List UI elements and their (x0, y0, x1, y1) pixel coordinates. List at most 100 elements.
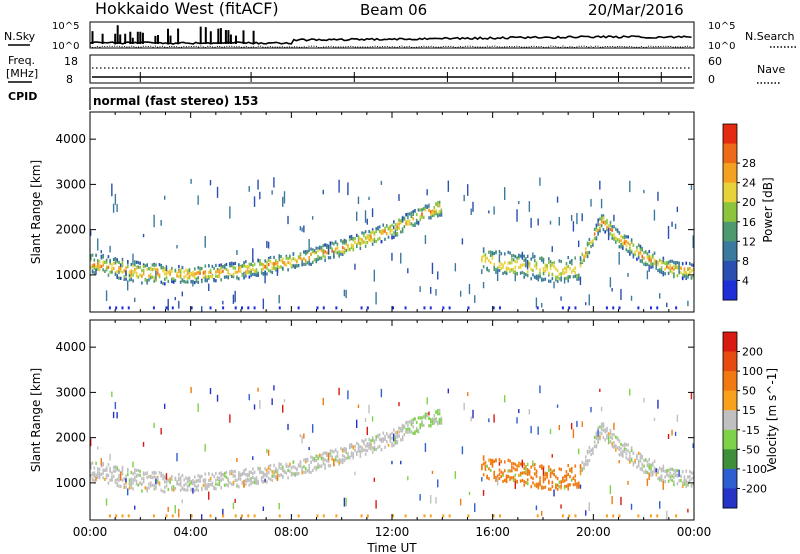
power-cell (141, 274, 143, 278)
power-cell (276, 265, 279, 269)
y-tick-label: 3000 (55, 177, 86, 191)
power-cell (311, 250, 314, 254)
velocity-cell (438, 417, 441, 421)
velocity-cell (303, 470, 305, 474)
velocity-cell (576, 420, 578, 428)
power-cell (498, 306, 501, 310)
power-cell (556, 275, 559, 279)
velocity-cell (357, 404, 360, 409)
power-cell (308, 256, 311, 261)
power-cell (560, 259, 562, 264)
power-cell (378, 236, 381, 240)
power-cell (437, 204, 439, 208)
velocity-cell (162, 489, 164, 494)
velocity-cell (341, 449, 344, 453)
power-cell (391, 228, 393, 232)
power-cell (623, 234, 626, 238)
power-cell (535, 274, 538, 278)
power-cell (442, 306, 445, 310)
velocity-cell (308, 467, 311, 471)
power-cell (197, 280, 200, 284)
power-cell (540, 258, 543, 262)
power-cell (426, 189, 428, 196)
velocity-cell (259, 399, 261, 409)
velocity-cell (629, 388, 631, 396)
velocity-cell (229, 472, 231, 476)
power-cell (160, 280, 163, 284)
velocity-cell (655, 468, 657, 473)
velocity-cell (331, 457, 333, 461)
velocity-cell (572, 429, 575, 439)
velocity-cell (518, 464, 520, 468)
velocity-cell (348, 446, 351, 450)
power-cell (285, 263, 288, 267)
power-cell (236, 270, 238, 274)
velocity-cell (639, 453, 642, 457)
power-cell (400, 221, 402, 225)
power-cell (119, 276, 122, 280)
power-cell (354, 236, 356, 241)
velocity-cell (232, 483, 235, 487)
power-cell (209, 306, 212, 310)
power-cell (209, 275, 212, 279)
velocity-cell (98, 476, 101, 480)
power-cell (333, 242, 335, 246)
power-cell (651, 265, 654, 269)
power-cell (618, 238, 621, 242)
colorbar-segment (723, 182, 737, 203)
power-cell (234, 261, 237, 266)
velocity-cell (502, 479, 504, 484)
power-cell (345, 241, 348, 245)
velocity-cell (429, 514, 432, 518)
velocity-cell (243, 472, 245, 476)
power-cell (605, 306, 608, 310)
velocity-cell (111, 478, 113, 482)
power-cell (190, 273, 193, 277)
power-cell (656, 306, 659, 310)
velocity-cell (348, 443, 351, 447)
power-cell (271, 270, 274, 275)
power-cell (671, 270, 673, 275)
velocity-cell (304, 460, 307, 464)
power-cell (188, 274, 191, 279)
power-cell (190, 306, 193, 310)
power-cell (209, 268, 212, 272)
velocity-cell (102, 463, 104, 467)
velocity-cell (326, 459, 328, 463)
velocity-cell (569, 475, 571, 479)
velocity-cell (511, 469, 513, 473)
velocity-cell (650, 473, 652, 477)
velocity-cell (155, 478, 157, 485)
power-cell (248, 186, 250, 192)
velocity-cell (595, 436, 598, 441)
power-cell (282, 257, 284, 261)
velocity-cell (410, 419, 413, 423)
power-cell (648, 257, 651, 261)
velocity-cell (248, 478, 251, 482)
power-cell (687, 272, 689, 276)
power-cell (530, 277, 533, 281)
power-cell (132, 253, 134, 265)
velocity-cell (664, 480, 666, 484)
power-cell (280, 254, 282, 259)
power-cell (347, 182, 349, 196)
colorbar-segment (723, 468, 737, 489)
power-cell (193, 281, 196, 285)
velocity-cell (352, 456, 355, 460)
velocity-cell (565, 484, 568, 488)
power-cell (681, 276, 684, 281)
velocity-cell (289, 469, 291, 473)
power-cell (200, 306, 203, 312)
velocity-cell (215, 487, 217, 491)
power-cell (394, 229, 397, 233)
velocity-cell (368, 404, 370, 414)
power-cell (303, 262, 305, 266)
velocity-cell (125, 485, 127, 489)
power-cell (229, 261, 231, 266)
power-cell (348, 235, 351, 239)
velocity-cell (560, 480, 562, 484)
velocity-cell (502, 473, 504, 477)
velocity-cell (407, 420, 409, 424)
velocity-cell (378, 433, 381, 437)
power-cell (498, 264, 501, 268)
